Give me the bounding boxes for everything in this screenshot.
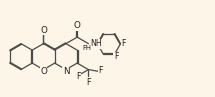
Text: N: N xyxy=(63,67,69,76)
Text: F: F xyxy=(114,52,118,61)
Text: F: F xyxy=(86,78,91,87)
Text: O: O xyxy=(40,26,47,35)
Text: FH: FH xyxy=(83,45,92,51)
Text: NH: NH xyxy=(90,39,102,48)
Text: O: O xyxy=(40,67,47,76)
Text: O: O xyxy=(74,21,81,30)
Text: F: F xyxy=(98,66,102,75)
Text: F: F xyxy=(121,39,126,48)
Text: F: F xyxy=(76,72,81,81)
